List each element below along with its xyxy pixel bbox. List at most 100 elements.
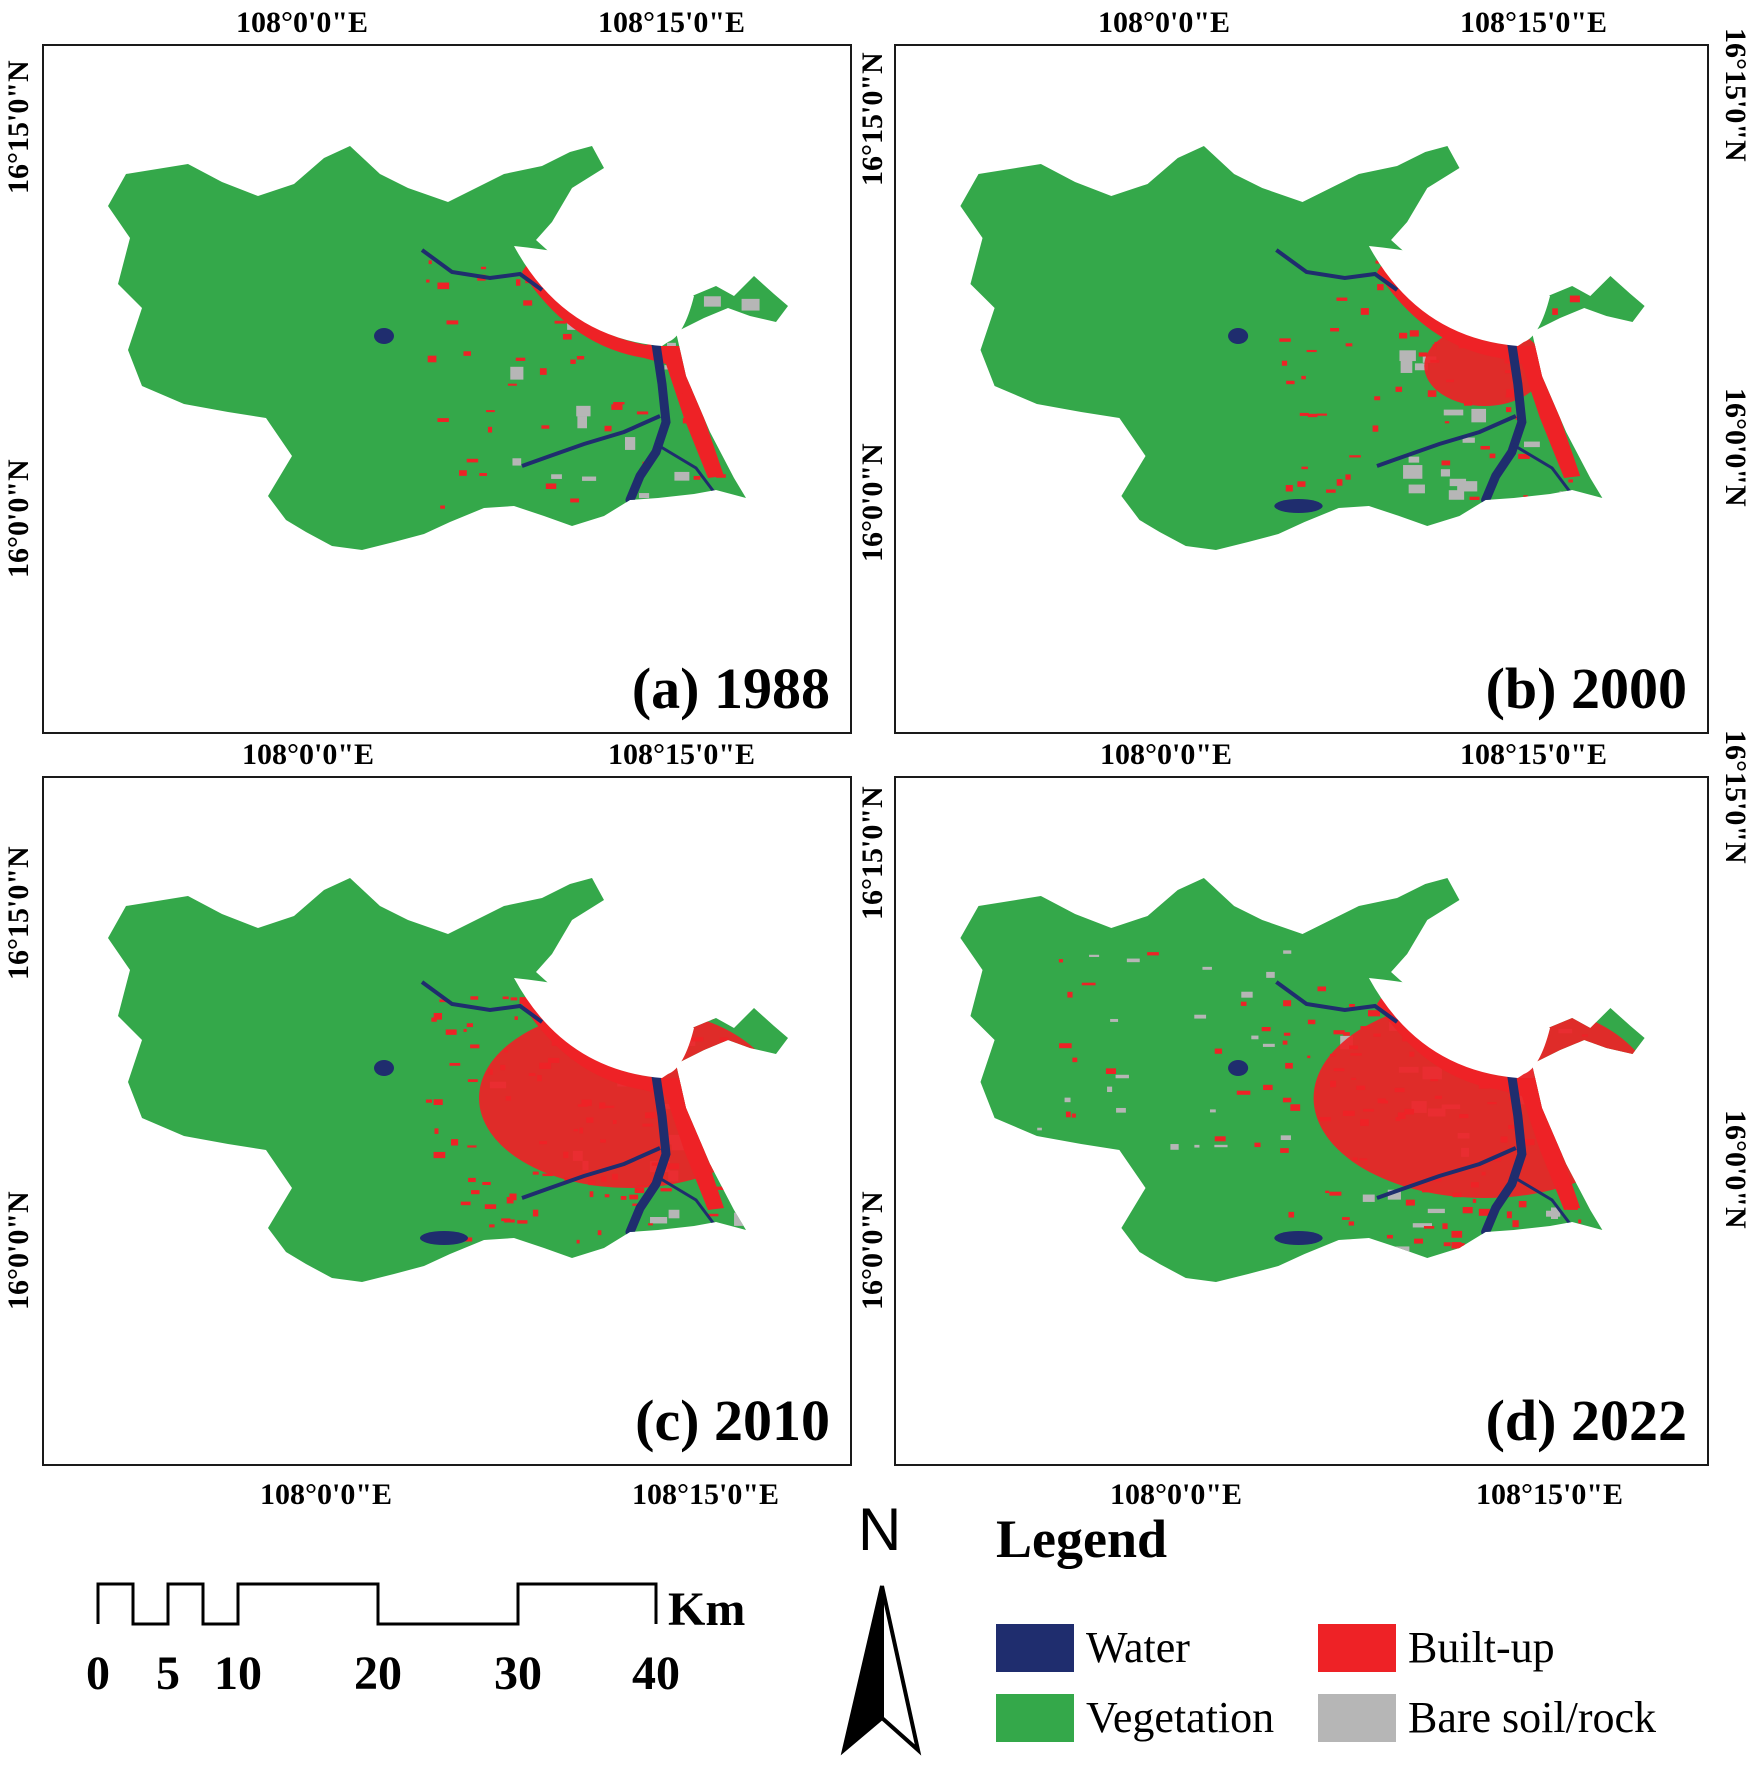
built-up-patch [466,458,479,463]
river-south [521,1146,661,1200]
scattered-change-patch [1059,1043,1072,1049]
built-up-patch [1345,474,1351,480]
built-up-patch [528,1073,536,1076]
built-up-patch [521,511,526,517]
built-up-patch [1459,1114,1469,1119]
built-up-patch [1286,380,1295,385]
scale-label-40: 40 [632,1647,680,1700]
built-up-patch [1458,344,1464,349]
built-up-patch [1520,276,1525,282]
built-up-patch [602,1105,615,1108]
built-up-patch [732,1196,740,1203]
built-up-patch [636,1185,647,1188]
built-up-patch [1564,445,1570,452]
built-up-patch [722,1120,733,1125]
built-up-patch [1349,1045,1359,1050]
built-up-patch [570,359,576,364]
built-up-patch [689,1092,695,1095]
built-up-patch [576,1239,580,1244]
built-up-patch [682,418,691,424]
built-up-patch [1409,1051,1415,1057]
legend-swatch-water [996,1624,1074,1672]
built-up-patch [1285,485,1293,492]
built-up-patch [1404,1108,1415,1115]
bare-soil-patch [1400,360,1413,373]
north-label: N [858,1496,902,1563]
built-up-patch [598,1065,605,1070]
scattered-change-patch [1261,1027,1271,1032]
lat-label-right-bottom-b: 16°0'0"N [1719,388,1752,507]
built-up-patch [1330,1080,1337,1088]
built-up-patch [1560,1150,1569,1156]
built-up-patch [1481,1171,1486,1176]
built-up-patch [665,1245,671,1249]
legend-title: Legend [996,1509,1168,1569]
built-up-patch [1518,1200,1527,1208]
river-south-branch [1511,442,1572,493]
reservoir [1274,499,1323,513]
scattered-change-patch [1170,1144,1179,1150]
built-up-patch [708,1193,714,1199]
bare-soil-patch [576,405,591,417]
scattered-change-patch [1072,1057,1078,1063]
built-up-patch [1367,1010,1380,1017]
built-up-patch [1409,330,1419,337]
scattered-change-patch [1317,986,1327,992]
bare-soil-patch [1471,408,1487,423]
built-up-patch [1372,425,1379,432]
built-up-patch [1336,297,1348,301]
scattered-change-patch [1319,1117,1331,1122]
scattered-change-patch [1194,1144,1200,1148]
built-up-patch [742,505,746,512]
land-cover-map-c [108,878,788,1282]
panel-title-d: (d) 2022 [1485,1388,1687,1453]
built-up-patch [451,1139,459,1146]
map-panel-d: (d) 2022 [894,776,1709,1466]
scattered-change-patch [1105,1068,1117,1074]
built-up-patch [688,385,695,390]
vegetation-area [960,878,1645,1282]
built-up-patch [680,1106,689,1113]
built-up-patch [1336,479,1343,486]
bare-soil-patch [1362,1194,1375,1202]
built-up-patch [1348,1239,1352,1243]
bay [514,246,694,346]
river-south [1376,1146,1517,1200]
panel-title-c: (c) 2010 [635,1388,830,1453]
land-cover-map-a [108,146,788,550]
built-up-patch [707,1238,713,1241]
built-up-patch [1325,1190,1330,1194]
built-up-patch [515,357,526,361]
built-up-patch [433,1012,443,1020]
built-up-patch [704,1139,709,1144]
lat-label-right-top-b: 16°15'0"N [1719,28,1752,162]
scale-bar-line [96,1582,658,1626]
built-up-patch [532,1209,539,1217]
bare-soil-patch [703,296,721,307]
built-up-patch [1553,284,1561,291]
built-up-patch [1279,338,1291,342]
built-up-patch [1430,1079,1439,1082]
built-up-patch [707,1232,713,1239]
built-up-patch [1504,357,1514,364]
scattered-change-patch [1241,991,1253,998]
built-up-patch [488,1068,493,1075]
scattered-change-patch [1202,966,1212,970]
built-up-patch [620,1196,627,1200]
scattered-change-patch [1058,959,1063,963]
built-up-patch [1582,445,1589,449]
built-up-patch [1329,1191,1342,1196]
built-up-patch [1386,1234,1393,1239]
bay [514,978,694,1078]
bay [1368,978,1551,1078]
bare-soil-patch [1464,1246,1480,1260]
bare-soil-patch [1597,1181,1615,1190]
built-up-patch [1577,1041,1590,1045]
map-panel-c: (c) 2010 [42,776,852,1466]
built-up-patch [502,996,509,1000]
built-up-patch [699,1128,705,1133]
built-up-patch [705,1164,712,1168]
built-up-patch [735,449,740,453]
built-up-patch [1472,1198,1477,1203]
bare-soil-patch [674,471,690,481]
